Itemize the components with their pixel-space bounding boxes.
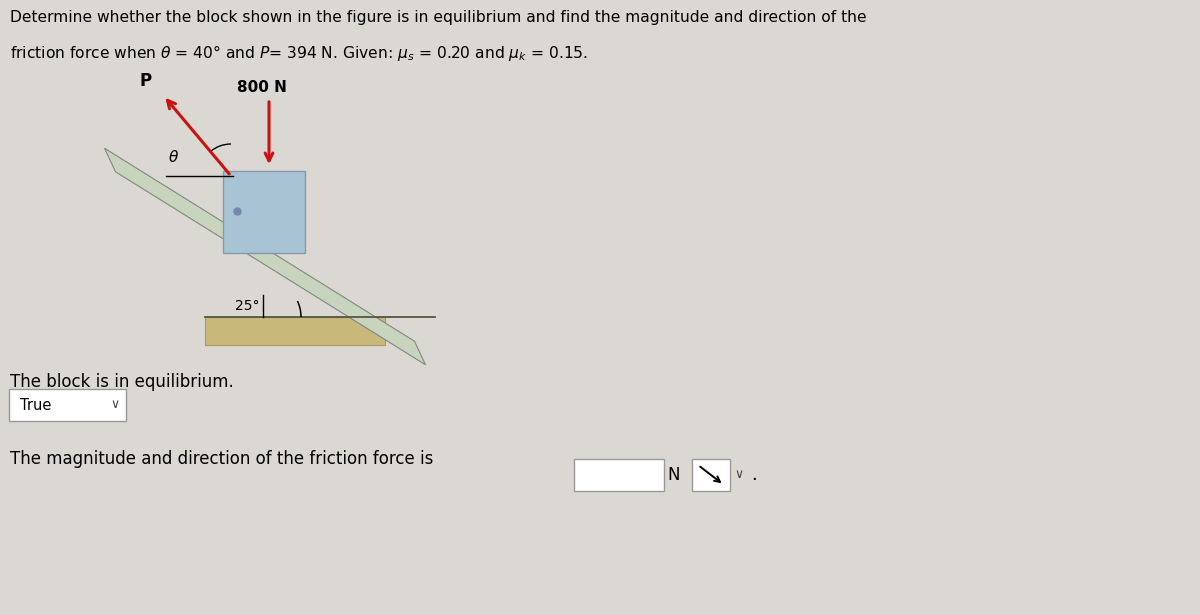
Text: The block is in equilibrium.: The block is in equilibrium. [10,373,234,391]
Polygon shape [104,148,426,365]
FancyBboxPatch shape [10,389,126,421]
FancyBboxPatch shape [692,459,730,491]
Text: P: P [139,71,151,90]
Polygon shape [205,317,385,345]
Text: ∨: ∨ [110,399,119,411]
Text: Determine whether the block shown in the figure is in equilibrium and find the m: Determine whether the block shown in the… [10,10,866,25]
Text: ∨: ∨ [734,469,743,482]
FancyBboxPatch shape [574,459,664,491]
Text: N: N [667,466,679,484]
Text: 25°: 25° [235,299,259,313]
Text: True: True [20,397,52,413]
Text: θ: θ [169,151,179,165]
Text: The magnitude and direction of the friction force is: The magnitude and direction of the frict… [10,450,433,468]
Text: friction force when $\theta$ = 40° and $P$= 394 N. Given: $\mu_s$ = 0.20 and $\m: friction force when $\theta$ = 40° and $… [10,43,588,63]
Polygon shape [223,171,305,253]
Text: .: . [751,466,757,484]
Text: 800 N: 800 N [238,80,287,95]
